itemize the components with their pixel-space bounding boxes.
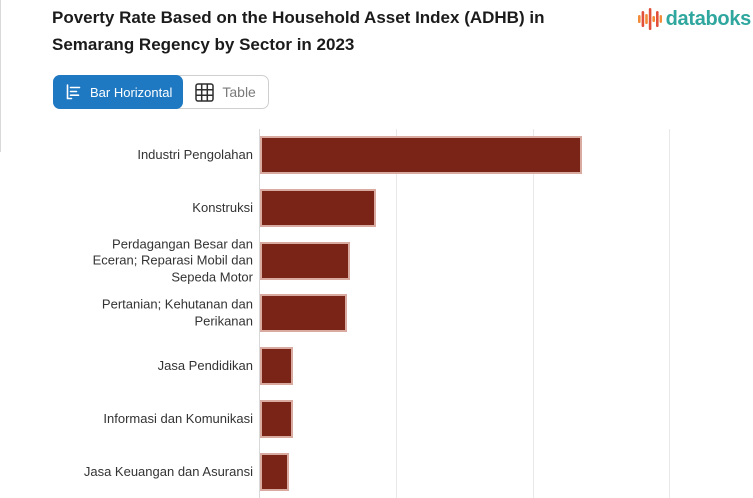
chart: Industri Pengolahan Konstruksi Perdagangan…: [0, 129, 753, 498]
category-label: Informasi dan Komunikasi: [103, 410, 253, 426]
category-label: Perdagangan Besar dan Eceran; Reparasi M…: [92, 236, 253, 285]
table-button-label: Table: [222, 84, 256, 100]
view-toggle-group: Bar Horizontal Table: [53, 75, 269, 109]
bar-row: Pertanian; Kehutanan dan Perikanan: [0, 287, 753, 340]
gridline: [396, 129, 398, 498]
bar[interactable]: [260, 294, 348, 333]
gridline: [532, 129, 534, 498]
plot-area: [259, 129, 753, 498]
card-left-border: [0, 0, 1, 152]
bar[interactable]: [260, 136, 583, 175]
bar-row: Industri Pengolahan: [0, 129, 753, 182]
bar-horizontal-icon: [64, 83, 82, 101]
category-label: Industri Pengolahan: [137, 147, 253, 163]
category-label: Konstruksi: [192, 199, 253, 215]
category-label: Pertanian; Kehutanan dan Perikanan: [101, 296, 253, 329]
bar[interactable]: [260, 347, 293, 386]
bar[interactable]: [260, 189, 376, 228]
category-label: Jasa Pendidikan: [157, 357, 253, 373]
table-button[interactable]: Table: [182, 76, 267, 108]
bar-row: Jasa Pendidikan: [0, 340, 753, 393]
bar[interactable]: [260, 241, 351, 280]
bar-rows: Industri Pengolahan Konstruksi Perdagangan…: [0, 129, 753, 498]
bar-row: Konstruksi: [0, 182, 753, 235]
bar-horizontal-button-label: Bar Horizontal: [90, 84, 173, 100]
bar[interactable]: [260, 399, 293, 438]
table-icon: [194, 82, 215, 103]
bar-row: Informasi dan Komunikasi: [0, 393, 753, 446]
gridline: [669, 129, 671, 498]
bar-horizontal-button[interactable]: Bar Horizontal: [53, 75, 184, 109]
databoks-logo[interactable]: databoks: [637, 5, 752, 33]
category-label: Jasa Keuangan dan Asuransi: [83, 463, 253, 479]
databoks-logo-text: databoks: [665, 7, 752, 30]
bar-row: Jasa Keuangan dan Asuransi: [0, 445, 753, 498]
bar[interactable]: [260, 452, 289, 491]
bar-row: Perdagangan Besar dan Eceran; Reparasi M…: [0, 234, 753, 287]
databoks-logo-icon: [637, 5, 662, 33]
page-title: Poverty Rate Based on the Household Asse…: [52, 8, 545, 54]
